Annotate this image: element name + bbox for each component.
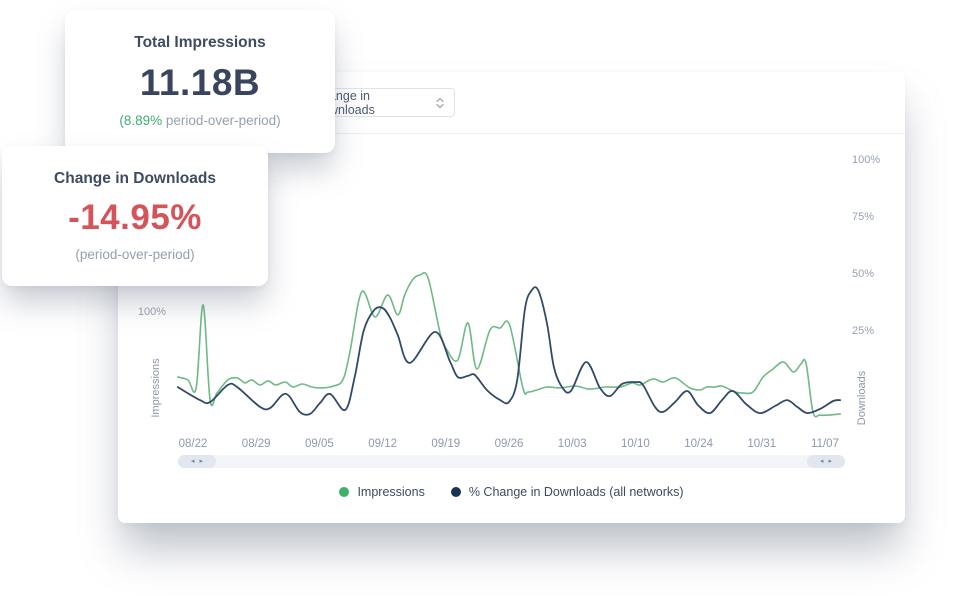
legend-item[interactable]: Impressions: [339, 485, 425, 499]
line-chart: [176, 271, 842, 418]
scroll-arrow-left-icon: ◂: [819, 458, 824, 465]
x-axis-labels: 08/22 08/29 09/05 09/12 09/19 09/26 10/03 10/10…: [118, 438, 905, 452]
legend-item[interactable]: % Change in Downloads (all networks): [450, 485, 684, 499]
period-change-suffix: period-over-period): [162, 113, 281, 128]
chart-scrollbar-right-handle[interactable]: ◂ ▸: [807, 455, 845, 468]
total-impressions-card: Total Impressions 11.18B (8.89% period-o…: [65, 10, 335, 153]
card-title: Total Impressions: [134, 34, 266, 51]
x-axis-label: 09/05: [305, 438, 334, 450]
series-line-impressions: [177, 271, 841, 418]
card-subtext: (period-over-period): [75, 247, 195, 262]
x-axis-label: 11/07: [811, 438, 839, 450]
x-axis-label: 10/10: [621, 438, 650, 450]
legend-dot-icon: [450, 487, 461, 497]
card-value: -14.95%: [68, 198, 202, 237]
x-axis-label: 10/31: [747, 438, 777, 450]
scroll-arrow-left-icon: ◂: [190, 458, 195, 465]
card-title: Change in Downloads: [54, 170, 216, 187]
card-subtext: (8.89% period-over-period): [65, 113, 335, 128]
card-value: 11.18B: [139, 62, 261, 103]
right-axis-tick: 50%: [852, 268, 875, 280]
select-updown-chevron-icon: [436, 97, 444, 108]
x-axis-label: 10/03: [557, 438, 587, 450]
x-axis-label: 10/24: [684, 438, 713, 450]
left-axis-title: Impressions: [150, 358, 162, 418]
x-axis-label: 09/19: [431, 438, 461, 450]
change-in-downloads-card: Change in Downloads -14.95% (period-over…: [2, 146, 268, 286]
right-axis-tick: 75%: [852, 211, 875, 223]
scroll-arrow-right-icon: ▸: [199, 458, 204, 465]
chart-legend: Impressions % Change in Downloads (all ne…: [118, 485, 905, 499]
scroll-arrow-right-icon: ▸: [828, 458, 833, 465]
toolbar-divider: [118, 133, 905, 134]
x-axis-label: 08/29: [241, 438, 271, 450]
legend-label: % Change in Downloads (all networks): [468, 485, 684, 499]
right-axis-title: Downloads: [856, 370, 868, 426]
x-axis-label: 09/26: [494, 438, 524, 450]
x-axis-label: 08/22: [178, 438, 208, 450]
chart-scrollbar-left-handle[interactable]: ◂ ▸: [178, 455, 216, 468]
x-axis-label: 09/12: [368, 438, 397, 450]
left-axis-tick: 100%: [137, 306, 166, 318]
legend-dot-icon: [339, 487, 350, 497]
legend-label: Impressions: [357, 485, 425, 499]
right-axis-tick: 25%: [852, 325, 875, 337]
period-change-positive: (8.89%: [119, 113, 163, 128]
series-line-downloads-change: [176, 286, 842, 416]
right-axis-tick: 100%: [852, 154, 881, 166]
chart-scrollbar-track[interactable]: ◂ ▸ ◂ ▸: [178, 455, 845, 468]
